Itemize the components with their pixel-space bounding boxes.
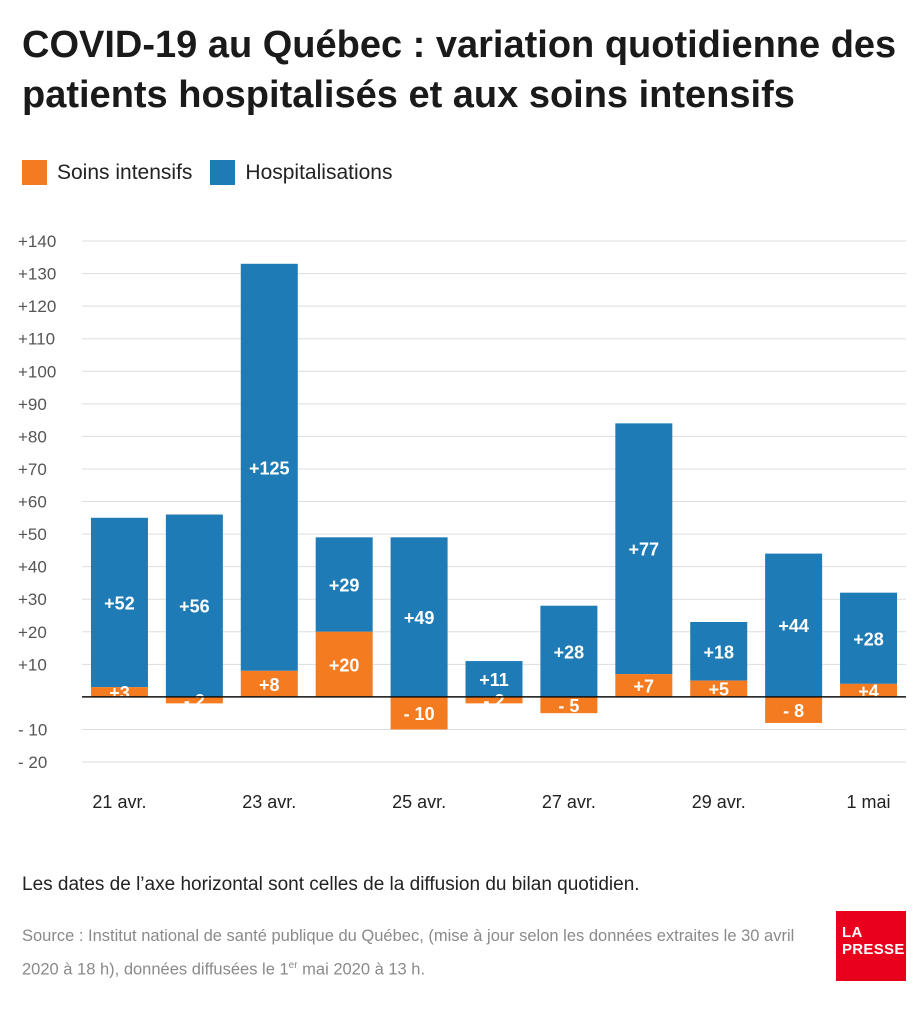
data-label-hospitalisations: +52: [104, 593, 135, 613]
chart-area: +140 +130 +120 +110 +100 +90 +80 +70 +60 +50 +40 +3…: [18, 232, 906, 812]
y-tick-label: +40: [18, 558, 47, 577]
data-label-soins-intensifs: +4: [858, 681, 879, 701]
logo-line-2: PRESSE: [842, 941, 905, 958]
y-tick-label: +70: [18, 460, 47, 479]
data-label-soins-intensifs: +8: [259, 675, 280, 695]
source-text: Source : Institut national de santé publ…: [22, 922, 822, 985]
x-tick-label: 23 avr.: [242, 792, 296, 812]
y-tick-label: +10: [18, 655, 47, 674]
data-label-hospitalisations: +77: [629, 540, 660, 560]
data-label-hospitalisations: +29: [329, 576, 360, 596]
bar-hospitalisations: [315, 537, 373, 632]
y-tick-label: +80: [18, 427, 47, 446]
source-text-end: mai 2020 à 13 h.: [297, 960, 426, 979]
bar-hospitalisations: [540, 605, 598, 697]
data-label-hospitalisations: +28: [853, 629, 884, 649]
data-label-soins-intensifs: - 5: [558, 696, 579, 716]
bar-soins-intensifs: [540, 696, 598, 714]
y-tick-label: +50: [18, 525, 47, 544]
data-label-hospitalisations: +49: [404, 608, 435, 628]
y-tick-label: +100: [18, 362, 56, 381]
bar-soins-intensifs: [165, 696, 223, 704]
source-text-main: Source : Institut national de santé publ…: [22, 927, 795, 979]
bar-soins-intensifs: [840, 683, 898, 697]
data-label-soins-intensifs: +7: [634, 676, 655, 696]
x-tick-label: 27 avr.: [542, 792, 596, 812]
bar-soins-intensifs: [765, 696, 823, 723]
data-label-soins-intensifs: - 2: [184, 691, 205, 711]
data-label-soins-intensifs: +3: [109, 683, 130, 703]
legend-swatch-soins-intensifs: [22, 160, 47, 185]
bar-hospitalisations: [165, 514, 223, 697]
x-tick-label: 1 mai: [847, 792, 891, 812]
data-label-soins-intensifs: +5: [708, 680, 729, 700]
bar-soins-intensifs: [390, 696, 448, 730]
y-tick-label: +30: [18, 590, 47, 609]
data-label-hospitalisations: +44: [778, 616, 809, 636]
bar-soins-intensifs: [615, 674, 673, 697]
axis-note: Les dates de l’axe horizontal sont celle…: [22, 874, 640, 895]
x-tick-label: 21 avr.: [92, 792, 146, 812]
legend-label-hospitalisations: Hospitalisations: [245, 160, 393, 184]
y-tick-label: +140: [18, 232, 56, 251]
bar-hospitalisations: [840, 592, 898, 684]
bar-hospitalisations: [390, 537, 448, 697]
legend-item-soins-intensifs: Soins intensifs: [22, 160, 192, 185]
legend-swatch-hospitalisations: [210, 160, 236, 185]
data-label-soins-intensifs: +20: [329, 655, 360, 675]
data-label-soins-intensifs: - 8: [783, 701, 804, 721]
bar-hospitalisations: [690, 621, 748, 681]
bar-soins-intensifs: [240, 670, 298, 697]
bar-hospitalisations: [465, 661, 523, 697]
data-label-hospitalisations: +11: [479, 670, 509, 690]
chart-title: COVID-19 au Québec : variation quotidien…: [22, 24, 897, 116]
logo-line-1: LA: [842, 924, 863, 941]
y-tick-label: +130: [18, 265, 56, 284]
bar-soins-intensifs: [315, 631, 373, 697]
data-label-hospitalisations: +125: [249, 458, 290, 478]
bar-hospitalisations: [765, 553, 823, 697]
legend: Soins intensifs Hospitalisations: [22, 160, 410, 185]
legend-label-soins-intensifs: Soins intensifs: [57, 160, 193, 184]
la-presse-logo: LA PRESSE: [836, 911, 906, 981]
data-label-hospitalisations: +18: [703, 642, 734, 662]
bar-soins-intensifs: [465, 696, 523, 704]
x-tick-label: 25 avr.: [392, 792, 446, 812]
y-tick-label: +20: [18, 623, 47, 642]
bar-soins-intensifs: [690, 680, 748, 697]
y-tick-label: - 20: [18, 753, 47, 772]
data-label-soins-intensifs: - 2: [483, 691, 504, 711]
legend-item-hospitalisations: Hospitalisations: [210, 160, 392, 185]
y-tick-label: +90: [18, 395, 47, 414]
y-tick-label: - 10: [18, 720, 47, 739]
bar-soins-intensifs: [90, 687, 148, 697]
x-tick-label: 29 avr.: [692, 792, 746, 812]
data-label-hospitalisations: +56: [179, 597, 210, 617]
data-label-soins-intensifs: - 10: [404, 704, 435, 724]
y-tick-label: +110: [18, 330, 55, 349]
bar-hospitalisations: [240, 263, 298, 671]
source-text-sup: er: [288, 960, 298, 971]
y-tick-label: +60: [18, 493, 47, 512]
bar-hospitalisations: [90, 517, 148, 688]
y-tick-label: +120: [18, 297, 56, 316]
bar-hospitalisations: [615, 423, 673, 675]
data-label-hospitalisations: +28: [554, 642, 585, 662]
